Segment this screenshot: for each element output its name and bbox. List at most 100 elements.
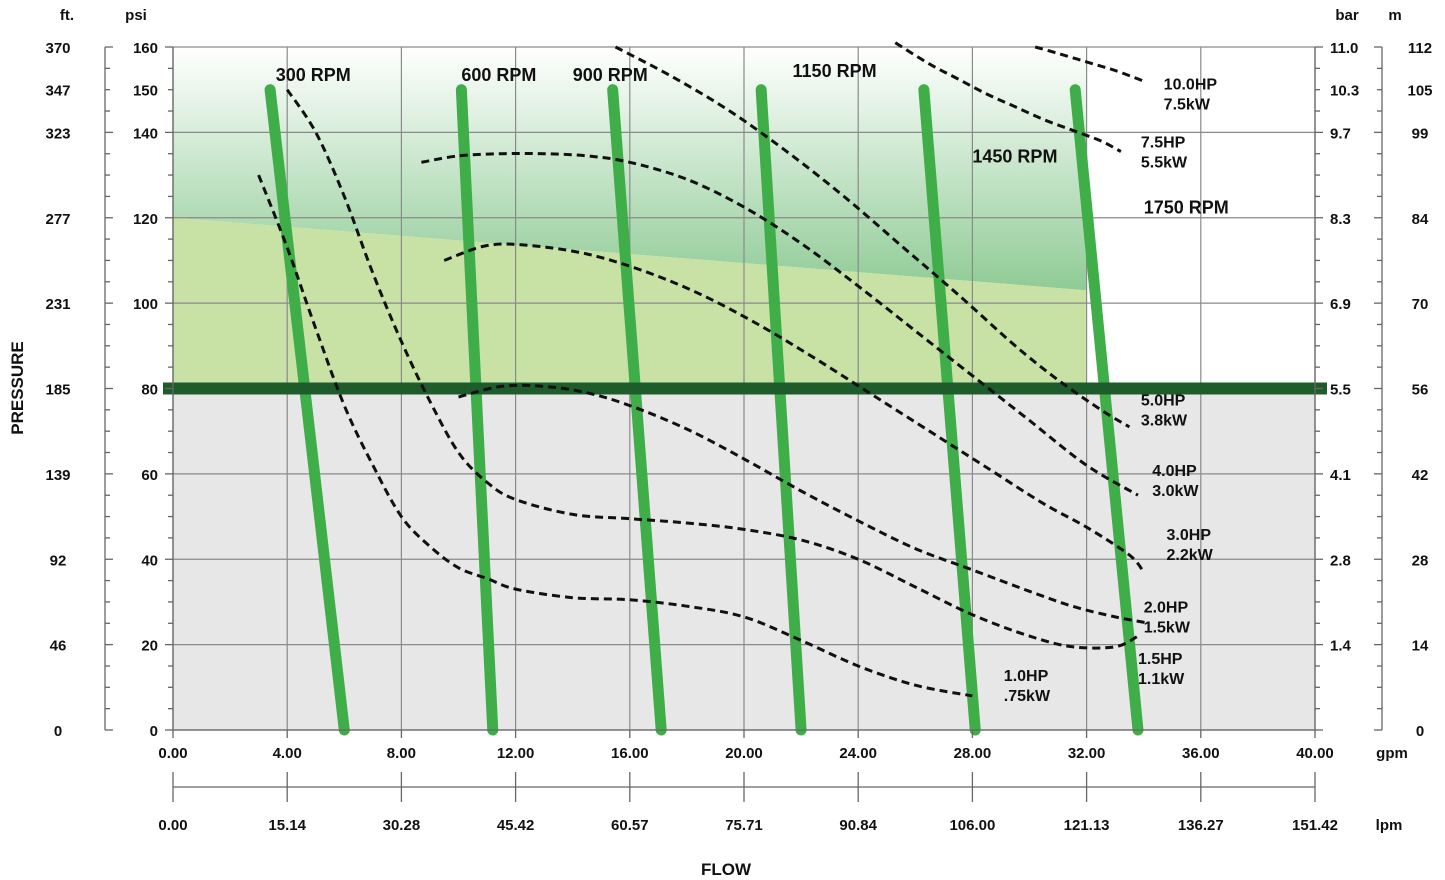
m-tick-label: 112 [1408,40,1432,57]
kw-label: 3.0kW [1152,483,1199,500]
m-tick-label: 70 [1412,296,1429,313]
bar-tick-label: 8.3 [1330,211,1351,228]
psi-tick-label: 0 [150,723,158,740]
hp-label: 1.5HP [1138,651,1183,668]
ft-tick-label: 323 [45,125,70,142]
lpm-tick-label: 75.71 [725,817,763,834]
hp-label: 7.5HP [1141,134,1186,151]
m-tick-label: 14 [1412,638,1429,655]
lpm-tick-label: 30.28 [383,817,421,834]
m-tick-label: 99 [1412,125,1429,142]
gpm-tick-label: 32.00 [1068,745,1106,762]
gpm-unit-label: gpm [1376,745,1408,762]
lpm-tick-label: 151.42 [1292,817,1338,834]
psi-tick-label: 20 [141,638,158,655]
ft-tick-label: 370 [45,40,70,57]
lpm-tick-label: 0.00 [158,817,187,834]
gpm-tick-label: 20.00 [725,745,763,762]
kw-label: 1.5kW [1144,620,1191,637]
bar-tick-label: 1.4 [1330,638,1352,655]
psi-tick-label: 120 [133,211,158,228]
ft-tick-label: 46 [50,638,67,655]
bar-tick-label: 9.7 [1330,125,1351,142]
gpm-tick-label: 0.00 [158,745,187,762]
gpm-tick-label: 24.00 [839,745,877,762]
gpm-tick-label: 8.00 [387,745,416,762]
hp-label: 1.0HP [1004,668,1049,685]
psi-tick-label: 160 [133,40,158,57]
lpm-tick-label: 90.84 [839,817,877,834]
hp-label: 2.0HP [1144,600,1189,617]
ft-unit-label: ft. [60,7,74,24]
hp-curve [257,174,973,698]
ft-tick-label: 0 [54,723,62,740]
bar-tick-label: 6.9 [1330,296,1351,313]
m-tick-label: 0 [1416,723,1424,740]
psi-tick-label: 150 [133,83,158,100]
hp-curve [614,45,1131,429]
ft-tick-label: 139 [45,467,70,484]
kw-label: 7.5kW [1164,97,1211,114]
lpm-tick-label: 106.00 [949,817,995,834]
lpm-tick-label: 121.13 [1064,817,1110,834]
ft-tick-label: 185 [45,382,70,399]
rpm-line [1069,84,1144,736]
lpm-unit-label: lpm [1376,817,1403,834]
psi-unit-label: psi [125,7,147,24]
m-tick-label: 84 [1412,211,1429,228]
psi-tick-label: 80 [141,382,158,399]
psi-tick-label: 60 [141,467,158,484]
rpm-line [455,84,499,736]
ft-tick-label: 92 [50,552,67,569]
gpm-tick-label: 36.00 [1182,745,1220,762]
rpm-label: 300 RPM [276,65,351,85]
m-tick-label: 42 [1412,467,1429,484]
lpm-tick-label: 60.57 [611,817,649,834]
bar-unit-label: bar [1335,7,1359,24]
lpm-tick-label: 15.14 [268,817,306,834]
rpm-label: 1150 RPM [793,61,877,81]
bar-tick-label: 2.8 [1330,552,1351,569]
rpm-line [918,84,981,736]
hp-curve [1034,45,1145,83]
bar-tick-label: 5.5 [1330,382,1351,399]
rpm-line [755,84,807,736]
kw-label: 3.8kW [1141,413,1188,430]
lpm-tick-label: 45.42 [497,817,535,834]
ft-tick-label: 277 [45,211,70,228]
psi-tick-label: 140 [133,125,158,142]
hp-curve [443,242,1145,574]
psi-tick-label: 100 [133,296,158,313]
bar-tick-label: 4.1 [1330,467,1351,484]
ft-tick-label: 231 [45,296,70,313]
rpm-label: 1450 RPM [972,146,1057,166]
bar-tick-label: 10.3 [1330,83,1359,100]
gpm-tick-label: 40.00 [1296,745,1334,762]
m-tick-label: 28 [1412,552,1429,569]
hp-label: 10.0HP [1164,77,1218,94]
gpm-tick-label: 28.00 [954,745,992,762]
rpm-label: 600 RPM [461,65,536,85]
hp-curve [458,383,1150,625]
rpm-line [607,84,667,736]
rpm-line [264,84,350,736]
lpm-tick-label: 136.27 [1178,817,1224,834]
hp-label: 3.0HP [1167,527,1212,544]
gpm-tick-label: 16.00 [611,745,649,762]
rpm-label: 900 RPM [573,65,648,85]
y-axis-title: PRESSURE [8,341,27,435]
hp-label: 4.0HP [1152,463,1197,480]
bar-tick-label: 11.0 [1330,40,1358,57]
ft-tick-label: 347 [45,83,70,100]
kw-label: 5.5kW [1141,154,1188,171]
kw-label: 1.1kW [1138,671,1185,688]
m-tick-label: 105 [1407,83,1432,100]
psi-tick-label: 40 [141,552,158,569]
hp-curve [285,88,1139,650]
gpm-tick-label: 12.00 [497,745,535,762]
hp-label: 5.0HP [1141,393,1186,410]
kw-label: .75kW [1004,688,1051,705]
hp-curve [421,151,1139,497]
